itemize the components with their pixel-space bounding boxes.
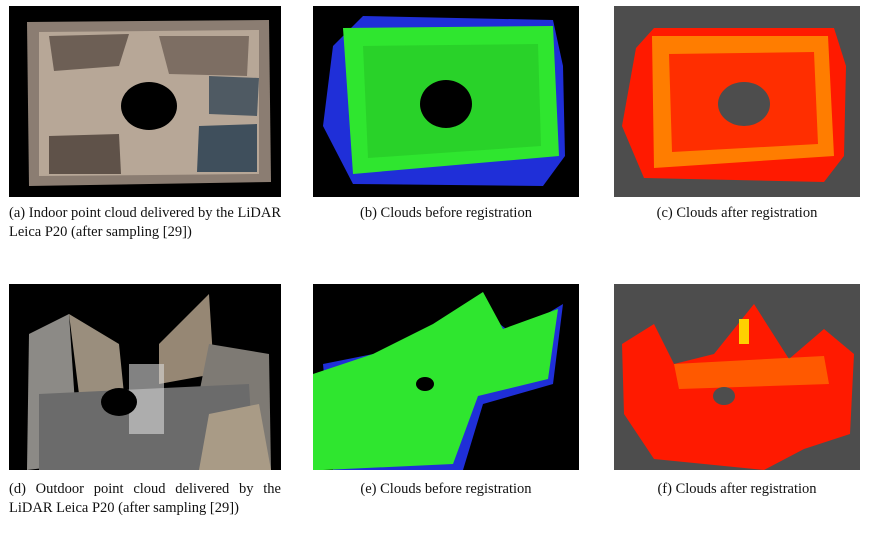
image-clouds-before-registration-indoor	[313, 6, 579, 197]
caption-c: (c) Clouds after registration	[656, 205, 818, 221]
caption-d: (d) Outdoor point cloud delivered by the…	[9, 481, 281, 516]
caption-a: (a) Indoor point cloud delivered by the …	[9, 205, 281, 240]
image-clouds-before-registration-outdoor	[313, 284, 579, 470]
image-clouds-after-registration-indoor	[614, 6, 860, 197]
image-indoor-point-cloud	[9, 6, 281, 197]
image-outdoor-point-cloud	[9, 284, 281, 470]
caption-b: (b) Clouds before registration	[360, 205, 532, 221]
caption-e: (e) Clouds before registration	[360, 481, 532, 497]
caption-f: (f) Clouds after registration	[657, 481, 817, 497]
image-clouds-after-registration-outdoor	[614, 284, 860, 470]
